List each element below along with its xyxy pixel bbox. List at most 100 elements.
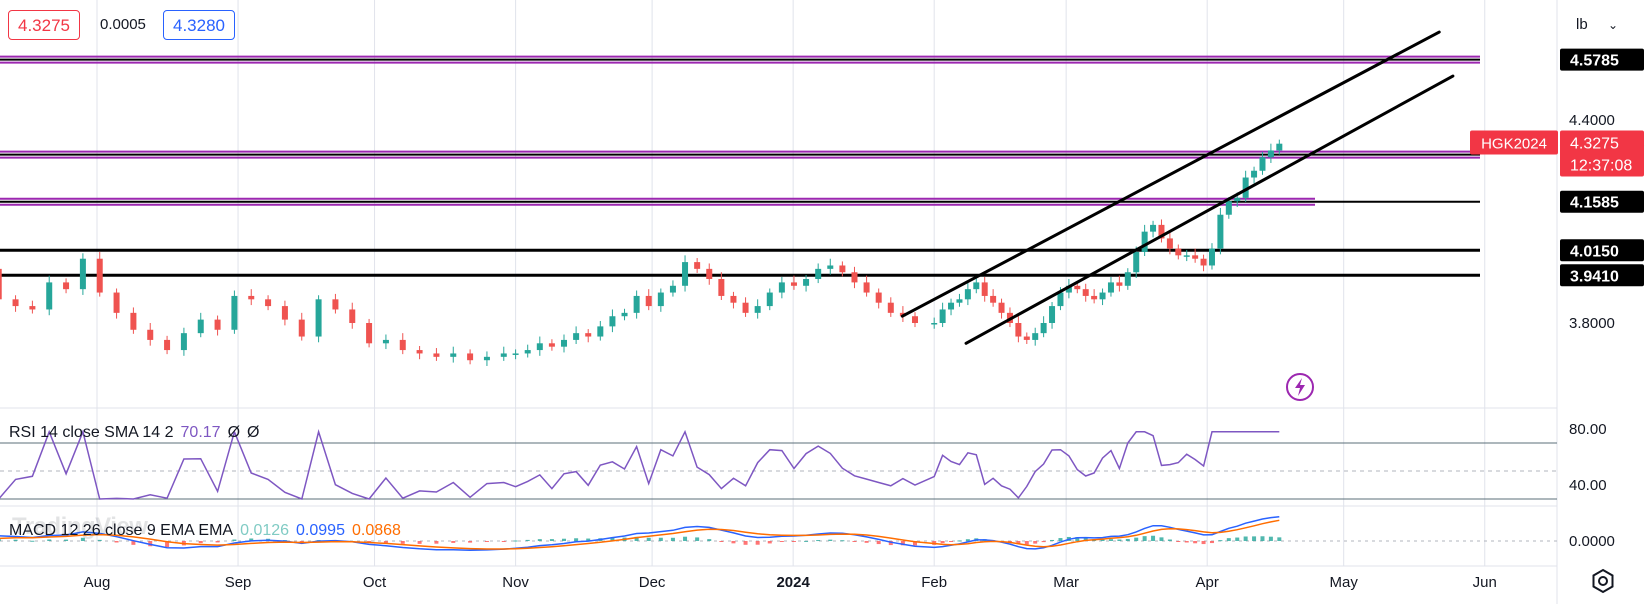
candle-body (1015, 323, 1022, 337)
candle-body (1099, 292, 1106, 300)
time-axis-label: Oct (363, 574, 387, 591)
rsi-legend[interactable]: RSI 14 close SMA 14 2 70.17 Ø Ø (9, 424, 266, 442)
candle-body (467, 353, 474, 361)
macd-histogram-bar (1024, 541, 1029, 545)
candle-body (382, 339, 389, 344)
price-tick: 4.4000 (1569, 112, 1615, 129)
candle-body (718, 279, 725, 296)
candle-body (1133, 251, 1140, 273)
macd-histogram-bar (1041, 541, 1046, 543)
level-badge (1560, 48, 1644, 71)
lightning-icon[interactable] (1285, 372, 1315, 402)
candle-body (416, 350, 423, 354)
candle-body (349, 309, 356, 323)
rsi-extra-1: Ø (227, 424, 241, 441)
macd-histogram-bar (791, 541, 796, 542)
price-axis[interactable]: 4.4000 3.8000 80.00 40.00 0.0000 (1569, 112, 1615, 550)
candle-body (79, 258, 86, 290)
rsi-title: RSI 14 close SMA 14 2 (9, 424, 174, 441)
time-axis-label: 2024 (776, 574, 810, 591)
candle-body (548, 343, 555, 347)
macd-histogram-bar (646, 537, 651, 541)
time-axis-label: Dec (639, 574, 666, 591)
macd-histogram-bar (0, 538, 1, 541)
macd-histogram-bar (1243, 536, 1248, 541)
grid-lines (96, 0, 1486, 566)
candle-body (597, 326, 604, 337)
macd-histogram-bar (1142, 536, 1147, 541)
candle-body (1082, 289, 1089, 296)
candle-body (1217, 214, 1224, 249)
candle-body (1242, 177, 1249, 198)
channel-line[interactable] (964, 74, 1455, 345)
macd-histogram-bar (1209, 541, 1214, 544)
macd-histogram-bar (670, 537, 675, 541)
macd-histogram-bar (1226, 538, 1231, 541)
macd-histogram-bar (731, 541, 736, 544)
candle-body (483, 356, 490, 361)
macd-tick: 0.0000 (1569, 533, 1615, 550)
trend-channel[interactable] (900, 30, 1455, 345)
channel-line[interactable] (900, 30, 1441, 318)
rsi-extra-2: Ø (247, 424, 260, 441)
candle-body (815, 268, 822, 280)
macd-histogram-bar (804, 540, 809, 542)
candle-body (1124, 272, 1131, 286)
macd-histogram-bar (1260, 536, 1265, 541)
macd-histogram-bar (484, 541, 489, 542)
candle-body (645, 295, 652, 307)
candle-body (1040, 323, 1047, 334)
candle-body (561, 339, 568, 347)
candle-body (754, 306, 761, 313)
candle-body (981, 282, 988, 296)
macd-histogram-bar (97, 539, 102, 541)
macd-signal-value: 0.0868 (351, 522, 401, 539)
candle-body (1276, 143, 1283, 151)
macd-histogram-bar (131, 541, 136, 545)
candle-body (778, 282, 785, 293)
macd-histogram-bar (957, 540, 962, 542)
candle-body (1166, 238, 1173, 249)
candle-body (1175, 248, 1182, 256)
symbol-tag-text: HGK2024 (1481, 136, 1547, 153)
macd-histogram-bar (1016, 541, 1021, 545)
macd-histogram-bar (707, 539, 712, 541)
spread-value: 0.0005 (100, 16, 146, 33)
candle-body (180, 333, 187, 351)
candle-body (1065, 285, 1072, 293)
candle-body (998, 302, 1005, 313)
macd-histogram-bar (1184, 541, 1189, 543)
bid-price-box[interactable]: 4.3275 (8, 10, 80, 40)
chevron-down-icon: ⌄ (1607, 18, 1618, 32)
candle-body (433, 353, 440, 357)
candle-body (973, 282, 980, 290)
candle-body (1057, 292, 1064, 307)
macd-histogram-bar (755, 541, 760, 545)
candle-body (96, 258, 103, 293)
macd-value: 0.0995 (296, 522, 345, 539)
macd-legend[interactable]: MACD 12 26 close 9 EMA EMA 0.0126 0.0995 0.… (9, 522, 408, 540)
time-axis[interactable]: Aug Sep Oct Nov Dec 2024 Feb Mar Apr May Jun (84, 574, 1497, 591)
candle-body (863, 282, 870, 293)
macd-histogram-bar (249, 538, 254, 541)
macd-pane (0, 515, 1557, 551)
candle-body (742, 302, 749, 313)
macd-histogram-bar (779, 541, 784, 542)
macd-histogram-bar (816, 540, 821, 542)
unit-selector[interactable]: lb ⌄ (1568, 10, 1628, 40)
ask-price-box[interactable]: 4.3280 (163, 10, 235, 40)
tradingview-watermark: TradingView (12, 513, 148, 540)
horizontal-levels[interactable] (0, 55, 1480, 277)
settings-button[interactable] (1590, 568, 1616, 594)
macd-histogram-bar (1134, 537, 1139, 541)
candle-body (827, 265, 834, 269)
macd-histogram-bar (549, 539, 554, 541)
macd-hist-value: 0.0126 (240, 522, 290, 539)
macd-signal-line (0, 519, 1280, 550)
level-badge-text: 3.9410 (1570, 268, 1619, 285)
candle-body (790, 282, 797, 286)
unit-label: lb (1576, 16, 1588, 33)
candle-body (1116, 282, 1123, 286)
macd-histogram-bar (1268, 536, 1273, 541)
